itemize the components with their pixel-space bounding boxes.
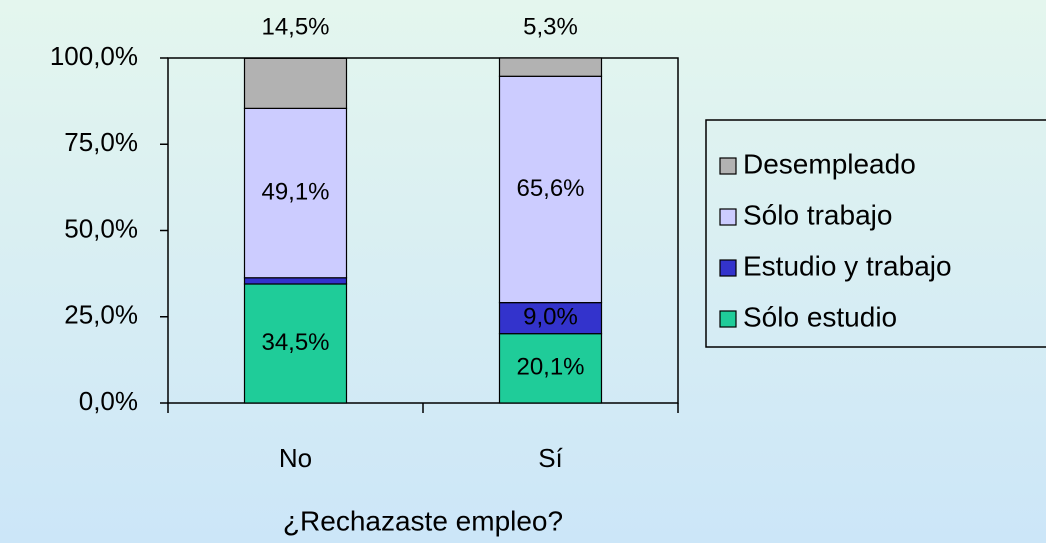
y-tick-label: 100,0%: [50, 41, 138, 71]
data-label: 5,3%: [523, 13, 578, 40]
legend-swatch: [719, 259, 737, 277]
data-label: 34,5%: [261, 329, 329, 356]
x-axis-title: ¿Rechazaste empleo?: [283, 505, 563, 536]
bar-segment: [498, 57, 603, 77]
y-tick-label: 50,0%: [64, 213, 138, 243]
y-tick-label: 25,0%: [64, 300, 138, 330]
legend-label: Sólo estudio: [743, 301, 897, 332]
legend-label: Sólo trabajo: [743, 199, 892, 230]
legend-swatch: [719, 310, 737, 328]
y-tick-label: 75,0%: [64, 127, 138, 157]
bar-segment: [498, 302, 603, 335]
bar-segment: [243, 107, 348, 279]
data-label: 9,0%: [523, 303, 578, 330]
bar-segment: [243, 283, 348, 404]
y-tick-label: 0,0%: [79, 386, 138, 416]
bar-segment: [498, 75, 603, 304]
legend-box: [705, 119, 1046, 348]
data-label: 20,1%: [516, 354, 584, 381]
data-label: 14,5%: [261, 13, 329, 40]
legend-swatch: [719, 157, 737, 175]
bar-segment: [243, 277, 348, 285]
data-label: 65,6%: [516, 175, 584, 202]
data-label: 49,1%: [261, 178, 329, 205]
bar-segment: [243, 57, 348, 109]
legend-label: Estudio y trabajo: [743, 250, 952, 281]
legend-label: Desempleado: [743, 148, 916, 179]
x-tick-label: Sí: [538, 443, 563, 473]
legend-swatch: [719, 208, 737, 226]
x-tick-label: No: [279, 443, 312, 473]
bar-segment: [498, 333, 603, 404]
